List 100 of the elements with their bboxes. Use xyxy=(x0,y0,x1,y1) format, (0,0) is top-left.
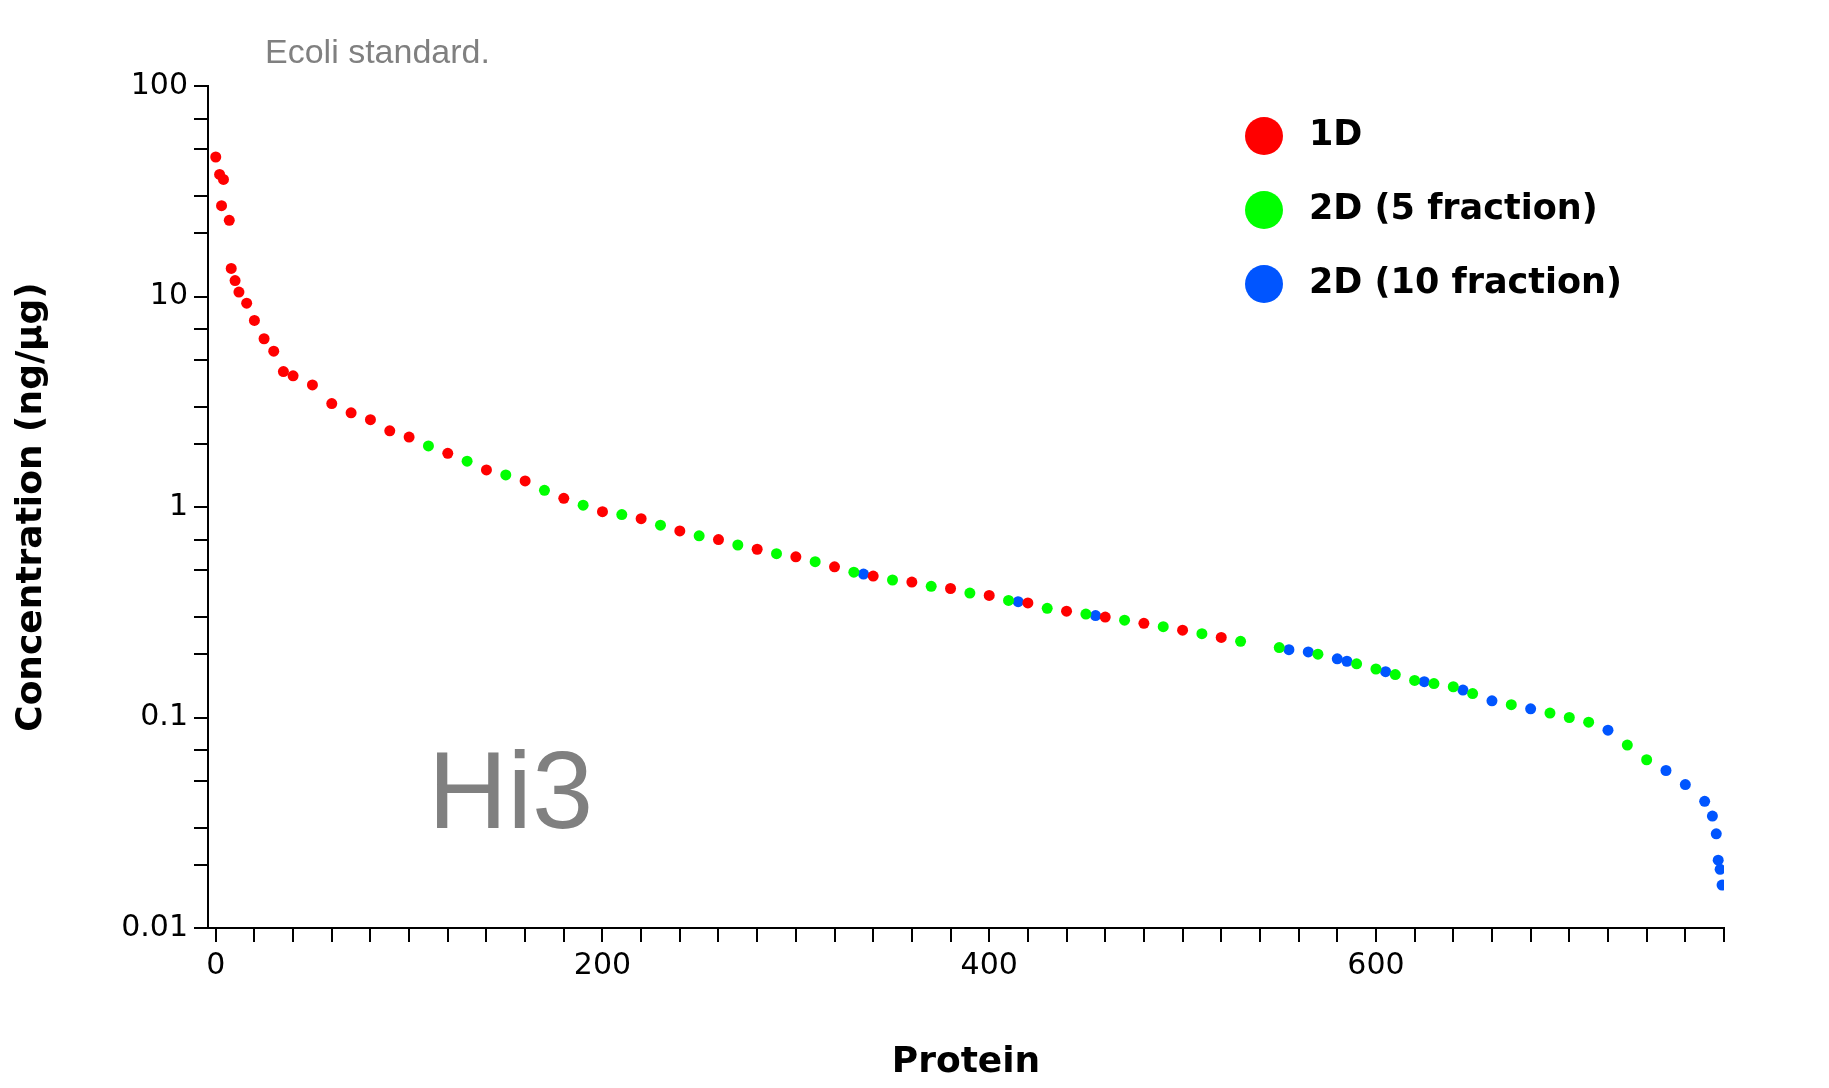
point xyxy=(500,469,512,481)
point xyxy=(268,345,280,357)
point xyxy=(1080,608,1092,620)
point xyxy=(225,262,237,274)
point xyxy=(1602,724,1614,736)
point xyxy=(1712,854,1724,866)
point xyxy=(1138,617,1150,629)
point xyxy=(461,455,473,467)
annotation: Hi3 xyxy=(428,728,594,851)
point xyxy=(964,587,976,599)
point xyxy=(1706,810,1718,822)
y-tick-label: 0.1 xyxy=(140,697,188,733)
point xyxy=(635,513,647,525)
point xyxy=(1486,695,1498,707)
point xyxy=(1418,676,1430,688)
y-tick-label: 100 xyxy=(130,65,188,101)
point xyxy=(1583,716,1595,728)
point xyxy=(306,379,318,391)
point xyxy=(1273,642,1285,654)
point xyxy=(233,286,245,298)
point xyxy=(1215,631,1227,643)
point xyxy=(364,414,376,426)
chart-title: Ecoli standard. xyxy=(265,32,490,71)
point xyxy=(1283,644,1295,656)
y-tick-label: 0.01 xyxy=(121,907,188,943)
point xyxy=(848,566,860,578)
point xyxy=(1679,779,1691,791)
legend-label: 2D (10 fraction) xyxy=(1309,261,1623,302)
point xyxy=(403,431,415,443)
point xyxy=(577,499,589,511)
point xyxy=(277,366,289,378)
y-tick-label: 1 xyxy=(168,486,188,522)
point xyxy=(1660,765,1672,777)
point xyxy=(1467,688,1479,700)
point xyxy=(1351,658,1363,670)
point xyxy=(248,314,260,326)
legend-label: 2D (5 fraction) xyxy=(1309,187,1598,228)
point xyxy=(538,484,550,496)
y-axis-title: Concentration (ng/µg) xyxy=(7,282,49,732)
y-tick-label: 10 xyxy=(149,276,188,312)
point xyxy=(925,580,937,592)
point xyxy=(732,539,744,551)
point xyxy=(809,556,821,568)
point xyxy=(1714,863,1724,875)
point xyxy=(829,561,841,573)
point xyxy=(596,506,608,518)
x-tick-label: 600 xyxy=(1347,945,1405,981)
point xyxy=(1119,614,1131,626)
point xyxy=(558,492,570,504)
point xyxy=(1505,699,1517,711)
point xyxy=(867,570,879,582)
point xyxy=(1621,739,1633,751)
point xyxy=(287,370,299,382)
point xyxy=(771,548,782,560)
point xyxy=(223,214,235,226)
point xyxy=(258,333,270,345)
point xyxy=(1710,828,1722,840)
point xyxy=(751,543,763,555)
point xyxy=(1447,681,1459,693)
point xyxy=(712,534,724,546)
point xyxy=(1312,648,1324,660)
point xyxy=(1022,597,1034,609)
point xyxy=(422,440,434,452)
point xyxy=(1331,653,1343,665)
point xyxy=(1641,754,1653,766)
point xyxy=(210,151,222,163)
point xyxy=(1090,610,1102,622)
point xyxy=(1196,628,1208,640)
point xyxy=(326,398,338,410)
point xyxy=(345,407,357,419)
point xyxy=(1389,669,1401,681)
point xyxy=(216,200,228,212)
point xyxy=(674,525,686,537)
point xyxy=(790,551,802,563)
point xyxy=(217,173,229,185)
point xyxy=(1235,635,1247,647)
point xyxy=(1341,655,1353,667)
point xyxy=(1177,624,1189,636)
point xyxy=(480,464,492,476)
point xyxy=(1157,621,1169,633)
point xyxy=(241,297,253,309)
point xyxy=(906,576,918,588)
x-tick-label: 0 xyxy=(206,945,226,981)
point xyxy=(1380,666,1392,678)
point xyxy=(1544,707,1556,719)
point xyxy=(1428,678,1440,690)
point xyxy=(1041,602,1053,614)
point xyxy=(654,519,666,531)
point xyxy=(1370,663,1382,675)
point xyxy=(945,583,957,595)
point xyxy=(983,589,995,601)
point xyxy=(858,568,870,580)
point xyxy=(519,475,531,487)
point xyxy=(616,509,628,521)
point xyxy=(1061,605,1073,617)
point xyxy=(229,275,241,287)
point xyxy=(442,447,454,459)
x-axis-title: Protein xyxy=(891,1038,1041,1080)
point xyxy=(693,530,705,542)
point xyxy=(1563,712,1575,723)
